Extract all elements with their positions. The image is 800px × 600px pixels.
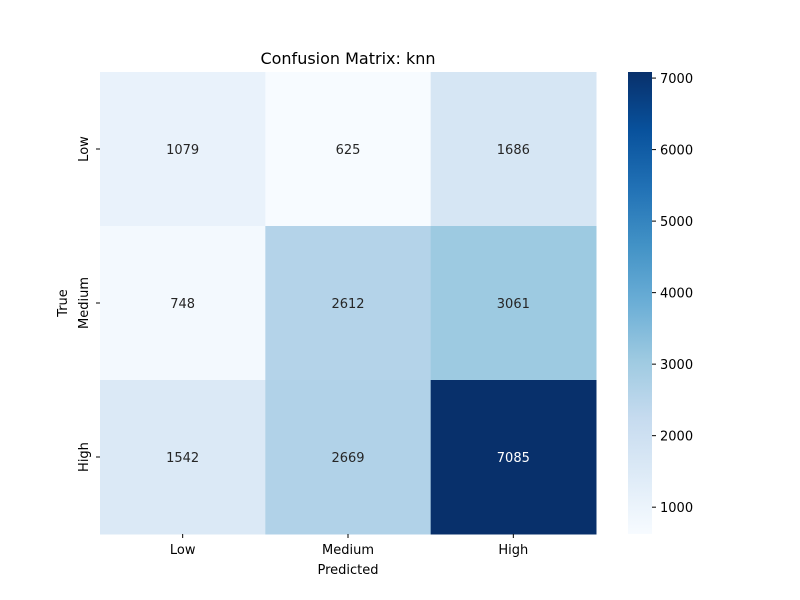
- cell-value-label: 748: [170, 297, 195, 312]
- heatmap-cells: [100, 72, 597, 535]
- heatmap-cell-high-low: [100, 380, 266, 535]
- y-axis-ticks: Low Medium High: [77, 136, 100, 472]
- cell-value-label: 7085: [497, 451, 530, 466]
- colorbar-tick-label: 5000: [660, 215, 693, 230]
- colorbar: [628, 72, 652, 534]
- heatmap-cell-high-high: [430, 380, 597, 535]
- cell-value-label: 1542: [166, 451, 199, 466]
- heatmap-cell-medium-medium: [265, 226, 432, 381]
- heatmap-cell-low-medium: [265, 72, 432, 227]
- cell-value-label: 3061: [497, 297, 530, 312]
- colorbar-tick-label: 6000: [660, 144, 693, 159]
- heatmap-cell-medium-low: [100, 226, 266, 381]
- y-tick-label-medium: Medium: [77, 277, 92, 329]
- colorbar-tick-label: 3000: [660, 358, 693, 373]
- colorbar-ticks: 1000 2000 3000 4000 5000 6000 7000: [652, 72, 693, 516]
- heatmap-cell-medium-high: [430, 226, 597, 381]
- colorbar-tick-label: 2000: [660, 430, 693, 445]
- cell-value-label: 2612: [331, 297, 364, 312]
- cell-value-label: 2669: [331, 451, 364, 466]
- y-tick-label-low: Low: [77, 136, 92, 162]
- heatmap-cell-labels: 1079 625 1686 748 2612 3061 1542 2669 7085: [166, 143, 530, 466]
- x-tick-label-low: Low: [170, 543, 196, 558]
- x-axis-ticks: Low Medium High: [170, 534, 528, 558]
- chart-title: Confusion Matrix: knn: [260, 49, 435, 68]
- x-tick-label-medium: Medium: [322, 543, 374, 558]
- y-tick-label-high: High: [77, 442, 92, 472]
- heatmap-cell-low-low: [100, 72, 266, 227]
- x-axis-label: Predicted: [317, 563, 378, 578]
- heatmap-cell-low-high: [430, 72, 597, 227]
- cell-value-label: 625: [336, 143, 361, 158]
- y-axis-label: True: [56, 289, 71, 318]
- colorbar-tick-label: 7000: [660, 72, 693, 87]
- heatmap-cell-high-medium: [265, 380, 432, 535]
- cell-value-label: 1079: [166, 143, 199, 158]
- colorbar-tick-label: 1000: [660, 501, 693, 516]
- cell-value-label: 1686: [497, 143, 530, 158]
- colorbar-tick-label: 4000: [660, 287, 693, 302]
- x-tick-label-high: High: [498, 543, 528, 558]
